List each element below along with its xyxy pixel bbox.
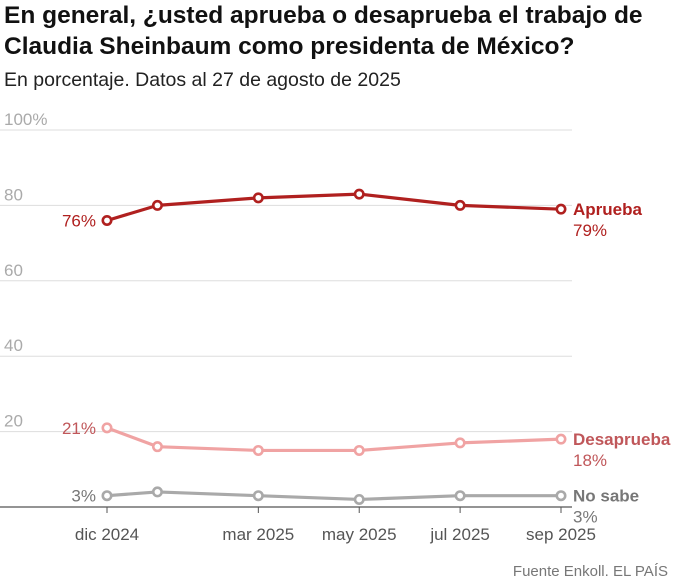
end-value-label: 18% bbox=[573, 451, 607, 470]
series-line-no-sabe bbox=[105, 490, 563, 502]
y-tick-label: 100% bbox=[4, 110, 47, 129]
data-point-desaprueba bbox=[101, 422, 113, 434]
data-point-no-sabe bbox=[151, 486, 163, 498]
data-point-desaprueba bbox=[252, 444, 264, 456]
data-point-desaprueba bbox=[555, 433, 567, 445]
source-note: Fuente Enkoll. EL PAÍS bbox=[512, 563, 668, 580]
start-value-label: 3% bbox=[71, 487, 96, 506]
y-tick-label: 40 bbox=[4, 336, 23, 355]
data-point-aprueba bbox=[101, 214, 113, 226]
end-value-label: 3% bbox=[573, 508, 598, 527]
data-point-no-sabe bbox=[555, 490, 567, 502]
x-tick-label: jul 2025 bbox=[429, 525, 490, 544]
data-point-no-sabe bbox=[252, 490, 264, 502]
x-tick-label: may 2025 bbox=[322, 525, 397, 544]
x-tick-label: mar 2025 bbox=[222, 525, 294, 544]
series-name-label: No sabe bbox=[573, 487, 639, 506]
start-value-label: 21% bbox=[62, 419, 96, 438]
chart-subtitle: En porcentaje. Datos al 27 de agosto de … bbox=[4, 69, 401, 91]
y-tick-label: 80 bbox=[4, 185, 23, 204]
chart-title: En general, ¿usted aprueba o desaprueba … bbox=[4, 2, 643, 60]
x-tick-label: sep 2025 bbox=[526, 525, 596, 544]
data-point-no-sabe bbox=[101, 490, 113, 502]
data-point-aprueba bbox=[555, 203, 567, 215]
data-point-aprueba bbox=[353, 188, 365, 200]
series-name-label: Desaprueba bbox=[573, 430, 671, 449]
series-line-aprueba bbox=[105, 192, 563, 223]
data-point-desaprueba bbox=[353, 444, 365, 456]
y-axis-ticks: 20 40 60 80 100% bbox=[4, 110, 47, 431]
y-tick-label: 20 bbox=[4, 412, 23, 431]
y-tick-label: 60 bbox=[4, 261, 23, 280]
series-line-desaprueba bbox=[105, 426, 563, 453]
start-value-label: 76% bbox=[62, 211, 96, 230]
data-point-aprueba bbox=[151, 199, 163, 211]
data-point-no-sabe bbox=[454, 490, 466, 502]
data-point-aprueba bbox=[252, 192, 264, 204]
series-name-label: Aprueba bbox=[573, 200, 643, 219]
series-labels: 76% Aprueba 79% 21% Desaprueba 18% 3% No sabe 3% bbox=[62, 200, 671, 527]
data-point-desaprueba bbox=[454, 437, 466, 449]
end-value-label: 79% bbox=[573, 221, 607, 240]
data-point-aprueba bbox=[454, 199, 466, 211]
series-lines bbox=[101, 188, 567, 505]
x-tick-label: dic 2024 bbox=[75, 525, 139, 544]
data-point-desaprueba bbox=[151, 441, 163, 453]
data-point-no-sabe bbox=[353, 493, 365, 505]
x-axis-ticks: dic 2024 mar 2025 may 2025 jul 2025 sep 2025 bbox=[75, 507, 596, 544]
